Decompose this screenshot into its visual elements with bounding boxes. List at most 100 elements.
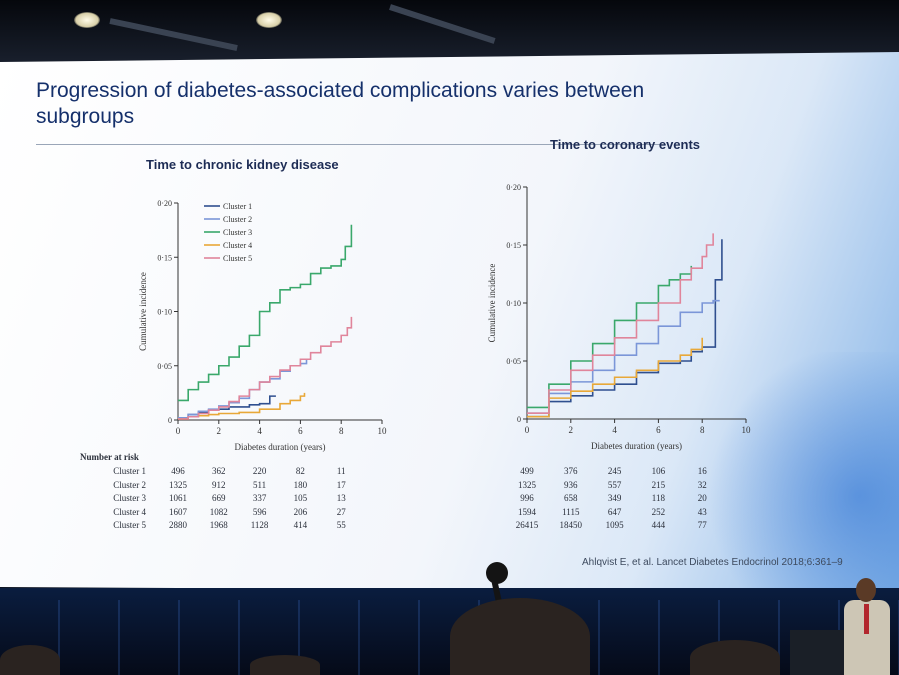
risk-row-label: Cluster 1 bbox=[113, 466, 146, 476]
audience-head bbox=[250, 655, 320, 675]
audience-head bbox=[0, 645, 60, 675]
risk-cell: 658 bbox=[564, 493, 578, 503]
risk-cell: 936 bbox=[564, 479, 578, 490]
risk-cell: 215 bbox=[651, 479, 666, 490]
risk-cell: 1325 bbox=[169, 479, 187, 490]
x-tick-label: 4 bbox=[257, 426, 262, 436]
risk-cell: 180 bbox=[293, 479, 308, 490]
risk-cell: 206 bbox=[293, 506, 308, 517]
x-tick-label: 8 bbox=[339, 426, 344, 436]
title-divider bbox=[36, 144, 666, 145]
series-line-cluster3 bbox=[178, 224, 353, 402]
audience-head bbox=[690, 640, 780, 675]
risk-cell: 2880 bbox=[169, 520, 187, 530]
x-tick-label: 8 bbox=[700, 425, 705, 435]
presenter bbox=[842, 578, 892, 675]
risk-cell: 82 bbox=[295, 466, 305, 476]
risk-cell: 1325 bbox=[518, 479, 536, 490]
risk-cell: 17 bbox=[336, 479, 346, 490]
risk-cell: 16 bbox=[697, 466, 707, 476]
y-tick-label: 0·20 bbox=[506, 183, 521, 192]
x-tick-label: 6 bbox=[298, 426, 303, 436]
risk-cell: 362 bbox=[212, 466, 226, 476]
risk-cell: 1968 bbox=[209, 520, 228, 530]
y-tick-label: 0·20 bbox=[157, 199, 172, 208]
series-line-cluster3 bbox=[527, 265, 693, 409]
series-line-cluster5 bbox=[527, 233, 714, 414]
risk-cell: 118 bbox=[651, 493, 665, 503]
y-tick-label: 0·05 bbox=[506, 357, 521, 366]
legend-label: Cluster 2 bbox=[223, 215, 252, 224]
presenter-tie bbox=[864, 604, 869, 634]
y-tick-label: 0·10 bbox=[157, 308, 172, 317]
risk-cell: 77 bbox=[697, 520, 707, 530]
stage-light bbox=[256, 12, 282, 28]
x-tick-label: 10 bbox=[742, 425, 752, 435]
risk-cell: 376 bbox=[564, 466, 578, 476]
y-tick-label: 0·15 bbox=[506, 241, 521, 250]
risk-cell: 511 bbox=[253, 479, 267, 490]
x-axis-label: Diabetes duration (years) bbox=[591, 441, 682, 451]
series-line-cluster4 bbox=[527, 337, 703, 418]
risk-row-label: Cluster 4 bbox=[113, 506, 146, 517]
y-tick-label: 0·05 bbox=[157, 362, 172, 371]
risk-cell: 252 bbox=[651, 506, 666, 517]
legend-label: Cluster 3 bbox=[223, 228, 252, 237]
risk-cell: 1607 bbox=[169, 506, 187, 517]
x-tick-label: 6 bbox=[656, 425, 661, 435]
y-tick-label: 0 bbox=[168, 416, 172, 425]
series-line-cluster5 bbox=[178, 316, 353, 420]
microphone bbox=[486, 562, 508, 584]
risk-cell: 26415 bbox=[515, 520, 539, 530]
chart-title-coronary: Time to coronary events bbox=[550, 137, 701, 152]
risk-cell: 13 bbox=[336, 493, 346, 503]
risk-cell: 245 bbox=[607, 466, 622, 476]
y-axis-label: Cumulative incidence bbox=[487, 264, 497, 343]
risk-cell: 55 bbox=[336, 520, 346, 530]
presentation-slide bbox=[0, 52, 899, 592]
x-tick-label: 4 bbox=[612, 425, 617, 435]
number-at-risk-label: Number at risk bbox=[80, 452, 139, 462]
risk-cell: 220 bbox=[252, 466, 267, 476]
risk-cell: 337 bbox=[252, 493, 267, 503]
risk-cell: 43 bbox=[697, 506, 707, 517]
slide-background-glow bbox=[699, 352, 899, 592]
risk-cell: 912 bbox=[212, 479, 226, 490]
x-tick-label: 0 bbox=[176, 426, 181, 436]
x-tick-label: 10 bbox=[378, 426, 388, 436]
risk-cell: 18450 bbox=[559, 520, 583, 530]
risk-cell: 1115 bbox=[562, 506, 580, 517]
risk-cell: 499 bbox=[520, 466, 534, 476]
risk-cell: 11 bbox=[336, 466, 346, 476]
risk-cell: 496 bbox=[171, 466, 185, 476]
risk-cell: 32 bbox=[697, 479, 707, 490]
risk-cell: 596 bbox=[252, 506, 267, 517]
stage-light bbox=[74, 12, 100, 28]
risk-cell: 106 bbox=[651, 466, 666, 476]
risk-cell: 20 bbox=[697, 493, 707, 503]
citation: Ahlqvist E, et al. Lancet Diabetes Endoc… bbox=[582, 557, 843, 568]
y-tick-label: 0 bbox=[517, 415, 521, 424]
risk-cell: 414 bbox=[293, 520, 308, 530]
risk-cell: 1082 bbox=[209, 506, 228, 517]
risk-cell: 105 bbox=[293, 493, 308, 503]
x-tick-label: 2 bbox=[569, 425, 574, 435]
risk-row-label: Cluster 2 bbox=[113, 479, 146, 490]
y-axis-label: Cumulative incidence bbox=[138, 272, 148, 351]
risk-cell: 1128 bbox=[250, 520, 269, 530]
risk-cell: 349 bbox=[607, 493, 622, 503]
risk-row-label: Cluster 5 bbox=[113, 520, 146, 530]
risk-cell: 996 bbox=[520, 493, 534, 503]
x-tick-label: 2 bbox=[217, 426, 222, 436]
x-axis-label: Diabetes duration (years) bbox=[235, 442, 326, 452]
risk-cell: 1095 bbox=[605, 520, 624, 530]
x-tick-label: 0 bbox=[525, 425, 530, 435]
chart-title-kidney: Time to chronic kidney disease bbox=[146, 157, 339, 172]
y-tick-label: 0·10 bbox=[506, 299, 521, 308]
risk-cell: 1061 bbox=[169, 493, 187, 503]
risk-cell: 444 bbox=[651, 520, 666, 530]
legend-label: Cluster 4 bbox=[223, 241, 252, 250]
legend-label: Cluster 5 bbox=[223, 254, 252, 263]
